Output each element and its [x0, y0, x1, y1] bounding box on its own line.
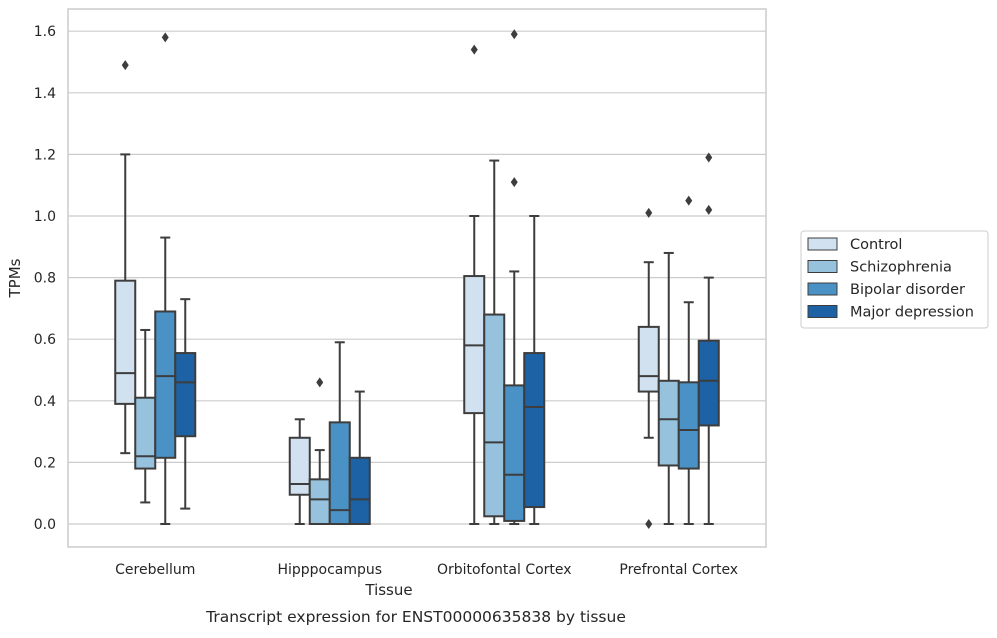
x-tick-label: Hipppocampus — [277, 562, 382, 578]
x-tick-label: Orbitofontal Cortex — [437, 562, 572, 578]
outlier-point — [470, 44, 478, 55]
box-plot-box — [134, 328, 157, 504]
legend-label: Control — [850, 237, 902, 253]
y-axis-title: TPMs — [6, 258, 24, 298]
y-tick-label: 1.4 — [34, 86, 56, 102]
interquartile-box — [288, 436, 311, 496]
interquartile-box — [134, 396, 157, 470]
box-plot-box — [523, 215, 546, 525]
legend-label: Bipolar disorder — [850, 282, 965, 298]
box-plot-box — [154, 32, 177, 525]
interquartile-box — [328, 421, 351, 525]
y-tick-label: 0.6 — [34, 332, 56, 348]
interquartile-box — [483, 313, 506, 518]
y-tick-label: 1.6 — [34, 24, 56, 40]
legend-label: Schizophrenia — [850, 260, 952, 276]
interquartile-box — [308, 478, 331, 525]
box-plot-box — [348, 390, 371, 525]
outlier-point — [705, 204, 713, 215]
box-plot-box — [503, 29, 526, 525]
x-axis-title: Tissue — [364, 581, 412, 599]
box-plot-box — [677, 195, 700, 525]
x-tick-label: Cerebellum — [115, 562, 195, 578]
outlier-point — [121, 60, 129, 71]
box-plot-box — [637, 207, 660, 529]
interquartile-box — [697, 339, 720, 427]
box-plot-box — [697, 152, 720, 525]
plot-frame — [67, 8, 767, 548]
interquartile-box — [348, 456, 371, 525]
y-tick-label: 0.0 — [34, 517, 56, 533]
outlier-point — [705, 152, 713, 163]
box-plot-box — [174, 298, 197, 510]
y-tick-label: 0.8 — [34, 271, 56, 287]
series-bipolar-disorder — [154, 29, 700, 525]
interquartile-box — [677, 381, 700, 470]
legend: Control Schizophrenia Bipolar disorder Majo… — [800, 230, 989, 329]
series-control — [114, 44, 660, 529]
box-plot-box — [288, 418, 311, 525]
legend-frame — [800, 230, 989, 329]
legend-item: Schizophrenia — [807, 260, 952, 276]
legend-swatch — [807, 305, 838, 318]
interquartile-box — [503, 384, 526, 522]
box-plot-box — [328, 341, 351, 525]
legend-label: Major depression — [850, 305, 974, 321]
y-tick-label: 1.2 — [34, 147, 56, 163]
outlier-point — [645, 519, 653, 529]
y-tick-label: 0.4 — [34, 394, 56, 410]
box-plot-box — [114, 60, 137, 455]
outlier-point — [316, 377, 324, 388]
outlier-point — [510, 29, 518, 40]
outlier-point — [645, 207, 653, 218]
legend-item: Major depression — [807, 305, 974, 321]
outlier-point — [685, 195, 693, 206]
legend-item: Control — [807, 237, 902, 253]
box-plot-box — [657, 251, 680, 525]
interquartile-box — [637, 325, 660, 393]
interquartile-box — [523, 352, 546, 509]
series-major-depression — [174, 152, 720, 525]
legend-item: Bipolar disorder — [807, 282, 965, 298]
legend-swatch — [807, 237, 838, 251]
y-tick-label: 0.2 — [34, 455, 56, 471]
interquartile-box — [657, 379, 680, 467]
y-tick-label: 1.0 — [34, 209, 56, 225]
interquartile-box — [154, 310, 177, 459]
outlier-point — [510, 177, 518, 188]
interquartile-box — [114, 279, 137, 405]
chart-caption: Transcript expression for ENST0000063583… — [205, 608, 626, 626]
box-plot-box — [483, 159, 506, 525]
series-schizophrenia — [134, 159, 680, 525]
x-axis-ticks: Cerebellum Hipppocampus Orbitofontal Corte… — [115, 562, 738, 578]
y-axis-ticks: 0.0 0.2 0.4 0.6 0.8 1.0 1.2 1.4 1.6 — [34, 24, 56, 533]
interquartile-box — [174, 352, 197, 438]
box-plot-box — [463, 44, 486, 525]
box-plot-series — [114, 29, 720, 529]
x-tick-label: Prefrontal Cortex — [619, 562, 738, 578]
box-plot-box — [308, 377, 331, 525]
legend-swatch — [807, 282, 838, 296]
outlier-point — [161, 32, 169, 43]
legend-swatch — [807, 260, 838, 273]
